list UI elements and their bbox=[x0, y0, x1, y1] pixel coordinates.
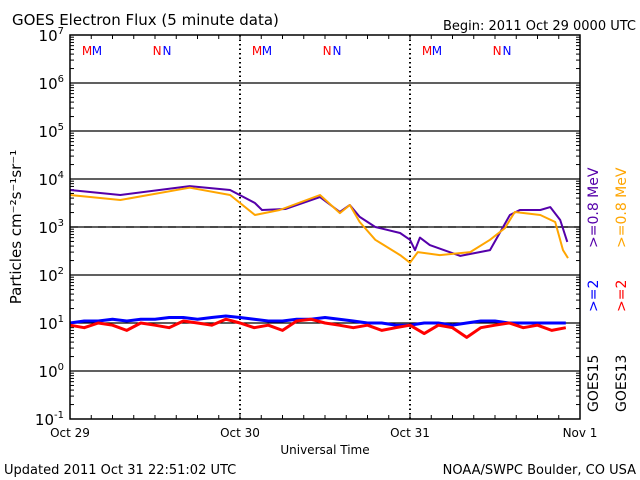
x-tick-label: Nov 1 bbox=[563, 426, 598, 440]
event-marker-n: N bbox=[153, 44, 162, 58]
series-line-1 bbox=[69, 317, 567, 339]
plot-series bbox=[69, 185, 569, 339]
event-marker-m: M bbox=[92, 44, 102, 58]
event-marker-m: M bbox=[422, 44, 432, 58]
y-axis-label: Particles cm⁻²s⁻¹sr⁻¹ bbox=[7, 150, 25, 304]
event-marker-n: N bbox=[163, 44, 172, 58]
event-marker-n: N bbox=[333, 44, 342, 58]
y-tick-label: 101 bbox=[39, 314, 64, 333]
y-tick-label: 10-1 bbox=[35, 410, 64, 429]
y-tick-label: 106 bbox=[39, 74, 64, 93]
x-tick-label: Oct 31 bbox=[390, 426, 430, 440]
event-marker-n: N bbox=[323, 44, 332, 58]
y-tick-label: 107 bbox=[39, 26, 64, 45]
plot-frame bbox=[69, 34, 581, 420]
event-marker-m: M bbox=[262, 44, 272, 58]
updated-label: Updated 2011 Oct 31 22:51:02 UTC bbox=[4, 463, 236, 478]
legend-satellite-goes13: GOES13 bbox=[614, 355, 630, 412]
y-tick-label: 100 bbox=[39, 362, 64, 381]
y-tick-label: 103 bbox=[39, 218, 64, 237]
chart-title: GOES Electron Flux (5 minute data) bbox=[12, 11, 279, 29]
series-line-3 bbox=[69, 186, 569, 264]
legend-satellite-goes15: GOES15 bbox=[586, 355, 602, 412]
y-tick-label: 104 bbox=[39, 170, 64, 189]
event-marker-m: M bbox=[252, 44, 262, 58]
event-marker-m: M bbox=[82, 44, 92, 58]
x-tick-label: Oct 29 bbox=[50, 426, 90, 440]
y-tick-labels: 107 106 105 104 103 102 101 100 10-1 bbox=[35, 26, 64, 429]
series-line-0 bbox=[69, 314, 566, 327]
event-marker-n: N bbox=[493, 44, 502, 58]
begin-label: Begin: 2011 Oct 29 0000 UTC bbox=[443, 19, 636, 34]
event-marker-n: N bbox=[503, 44, 512, 58]
legend-entry-2: >=0.8 MeV bbox=[586, 167, 602, 248]
x-axis-label: Universal Time bbox=[280, 443, 369, 457]
x-tick-labels: Oct 29 Oct 30 Oct 31 Nov 1 bbox=[50, 426, 597, 440]
legend-entry-3: >=0.8 MeV bbox=[614, 167, 630, 248]
series-line-2 bbox=[69, 185, 569, 257]
source-label: NOAA/SWPC Boulder, CO USA bbox=[443, 463, 636, 478]
y-tick-label: 105 bbox=[39, 122, 64, 141]
legend: >=2 >=2 >=0.8 MeV >=0.8 MeV GOES15 GOES13 bbox=[586, 167, 630, 412]
x-tick-label: Oct 30 bbox=[220, 426, 260, 440]
y-tick-label: 102 bbox=[39, 266, 64, 285]
legend-entry-1: >=2 bbox=[614, 280, 630, 312]
legend-entry-0: >=2 bbox=[586, 280, 602, 312]
event-marker-m: M bbox=[432, 44, 442, 58]
